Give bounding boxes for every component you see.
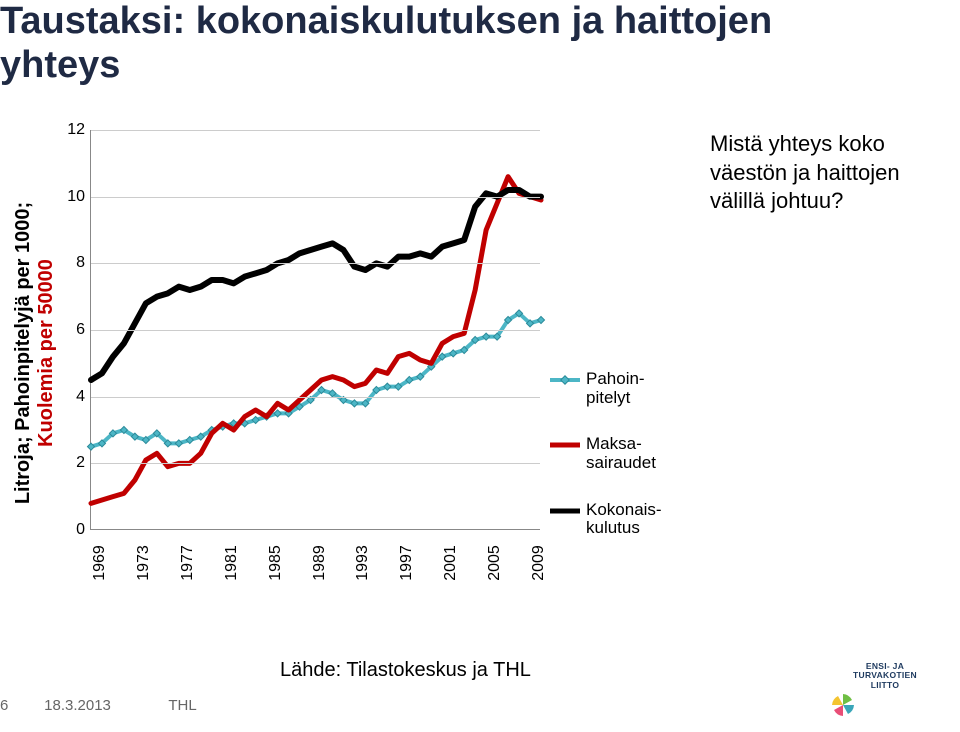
legend-swatch — [550, 501, 580, 521]
y-label-line2: Kuolemia per 50000 — [35, 259, 57, 447]
y-tick: 0 — [61, 521, 85, 539]
plot-area: 0246810121969197319771981198519891993199… — [90, 130, 540, 530]
x-tick: 1977 — [179, 545, 197, 581]
pinwheel-icon — [830, 692, 856, 718]
x-tick: 2009 — [530, 545, 548, 581]
footer-org: THL — [168, 697, 196, 714]
x-tick: 2001 — [442, 545, 460, 581]
y-tick: 12 — [61, 121, 85, 139]
grid-line — [91, 130, 540, 131]
legend-label: Kokonais-kulutus — [586, 501, 662, 538]
legend-swatch — [550, 370, 580, 390]
grid-line — [91, 397, 540, 398]
side-question: Mistä yhteys koko väestön ja haittojen v… — [710, 130, 950, 216]
x-tick: 1993 — [354, 545, 372, 581]
grid-line — [91, 463, 540, 464]
x-tick: 1981 — [223, 545, 241, 581]
grid-line — [91, 330, 540, 331]
y-label-line1: Litroja; Pahoinpitelyjä per 1000; — [12, 202, 34, 504]
y-tick: 4 — [61, 388, 85, 406]
footer: 6 18.3.2013 THL — [0, 697, 960, 714]
logo: ENSI- JA TURVAKOTIEN LIITTO — [830, 662, 940, 712]
source-text: Lähde: Tilastokeskus ja THL — [280, 659, 531, 682]
footer-date: 18.3.2013 — [44, 697, 164, 714]
y-tick: 8 — [61, 254, 85, 272]
legend-swatch — [550, 435, 580, 455]
logo-text: ENSI- JA TURVAKOTIEN LIITTO — [830, 662, 940, 690]
legend-label: Maksa-sairaudet — [586, 435, 656, 472]
legend-item: Maksa-sairaudet — [550, 435, 700, 472]
series-Kokonaiskulutus — [91, 190, 541, 380]
x-tick: 1997 — [398, 545, 416, 581]
series-Pahoinpitelyt — [91, 313, 541, 446]
legend-item: Kokonais-kulutus — [550, 501, 700, 538]
legend: Pahoin-pitelyt Maksa-sairaudet Kokonais-ku… — [550, 370, 700, 566]
grid-line — [91, 263, 540, 264]
y-tick: 6 — [61, 321, 85, 339]
legend-label: Pahoin-pitelyt — [586, 370, 645, 407]
x-tick: 1969 — [91, 545, 109, 581]
x-tick: 1985 — [267, 545, 285, 581]
grid-line — [91, 197, 540, 198]
x-tick: 1989 — [311, 545, 329, 581]
y-tick: 2 — [61, 454, 85, 472]
chart: Litroja; Pahoinpitelyjä per 1000; Kuolem… — [0, 130, 700, 610]
slide: Taustaksi: kokonaiskulutuksen ja haittoj… — [0, 0, 960, 732]
x-tick: 2005 — [486, 545, 504, 581]
slide-title: Taustaksi: kokonaiskulutuksen ja haittoj… — [0, 0, 850, 87]
page-number: 6 — [0, 697, 40, 714]
x-tick: 1973 — [135, 545, 153, 581]
y-axis-label: Litroja; Pahoinpitelyjä per 1000; Kuolem… — [0, 130, 48, 570]
legend-item: Pahoin-pitelyt — [550, 370, 700, 407]
y-tick: 10 — [61, 188, 85, 206]
